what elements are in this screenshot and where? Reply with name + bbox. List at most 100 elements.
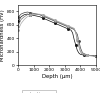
He (49, 18, 50, 19)
Air (24, 14, 25, 15)
Line: N₂: N₂ (17, 13, 97, 57)
N₂ (77, 39, 78, 40)
He (70, 28, 72, 29)
Air (70, 30, 72, 31)
N₂ (95, 56, 97, 57)
X-axis label: Depth (µm): Depth (µm) (42, 74, 72, 79)
He (95, 56, 97, 57)
Air (58, 24, 59, 25)
CO₂ (64, 24, 65, 25)
N₂ (36, 14, 37, 15)
CO₂ (92, 55, 94, 57)
Air (30, 14, 31, 15)
N₂ (52, 19, 53, 20)
Air (74, 39, 75, 40)
N₂ (80, 51, 81, 52)
N₂ (83, 54, 84, 55)
CO₂ (58, 21, 59, 22)
Air (46, 19, 47, 20)
Air (89, 55, 90, 56)
He (24, 12, 25, 13)
He (46, 17, 47, 18)
N₂ (42, 15, 44, 16)
CO₂ (67, 25, 69, 26)
N₂ (70, 27, 72, 28)
He (64, 25, 65, 26)
CO₂ (74, 28, 75, 29)
Air (75, 44, 76, 45)
He (30, 12, 31, 13)
CO₂ (30, 15, 31, 16)
CO₂ (42, 14, 44, 15)
He (52, 20, 53, 21)
N₂ (75, 32, 76, 33)
Air (42, 17, 44, 19)
Air (64, 27, 65, 28)
He (86, 54, 87, 55)
N₂ (64, 24, 65, 25)
Air (92, 55, 94, 56)
He (42, 16, 44, 17)
He (55, 21, 56, 22)
N₂ (61, 23, 62, 24)
N₂ (74, 28, 75, 29)
N₂ (49, 17, 50, 19)
CO₂ (36, 13, 37, 15)
N₂ (81, 53, 83, 54)
He (39, 14, 40, 15)
N₂ (33, 13, 34, 15)
N₂ (55, 20, 56, 21)
CO₂ (61, 22, 62, 23)
Air (55, 23, 56, 24)
Air (20, 16, 22, 17)
N₂ (89, 55, 90, 56)
N₂ (30, 13, 31, 15)
He (61, 24, 62, 25)
Y-axis label: Microhardness (HV): Microhardness (HV) (0, 9, 5, 61)
N₂ (46, 16, 47, 17)
N₂ (27, 14, 28, 15)
He (33, 13, 34, 14)
Air (72, 32, 73, 33)
He (17, 17, 19, 18)
He (58, 22, 59, 23)
Air (33, 15, 34, 16)
N₂ (67, 26, 69, 27)
CO₂ (89, 55, 90, 56)
Air (36, 16, 37, 17)
N₂ (58, 22, 59, 23)
He (36, 13, 37, 15)
Air (83, 54, 84, 56)
CO₂ (33, 14, 34, 15)
He (20, 13, 22, 15)
Air (77, 50, 78, 51)
Line: He: He (17, 11, 97, 57)
He (83, 53, 84, 54)
Line: CO₂: CO₂ (17, 13, 97, 57)
Air (95, 56, 97, 57)
He (81, 51, 83, 52)
CO₂ (83, 53, 84, 55)
Air (61, 26, 62, 27)
N₂ (92, 55, 94, 56)
CO₂ (49, 17, 50, 18)
He (92, 55, 94, 56)
Air (17, 21, 19, 22)
Line: Air: Air (17, 13, 97, 57)
N₂ (39, 14, 40, 15)
CO₂ (75, 32, 76, 33)
CO₂ (46, 16, 47, 17)
N₂ (24, 16, 25, 17)
CO₂ (95, 56, 97, 57)
He (89, 55, 90, 56)
Air (86, 55, 87, 56)
CO₂ (20, 23, 22, 24)
N₂ (20, 19, 22, 20)
CO₂ (39, 14, 40, 15)
CO₂ (86, 54, 87, 56)
He (74, 29, 75, 30)
He (27, 11, 28, 13)
Air (49, 20, 50, 21)
CO₂ (17, 30, 19, 31)
N₂ (17, 26, 19, 27)
